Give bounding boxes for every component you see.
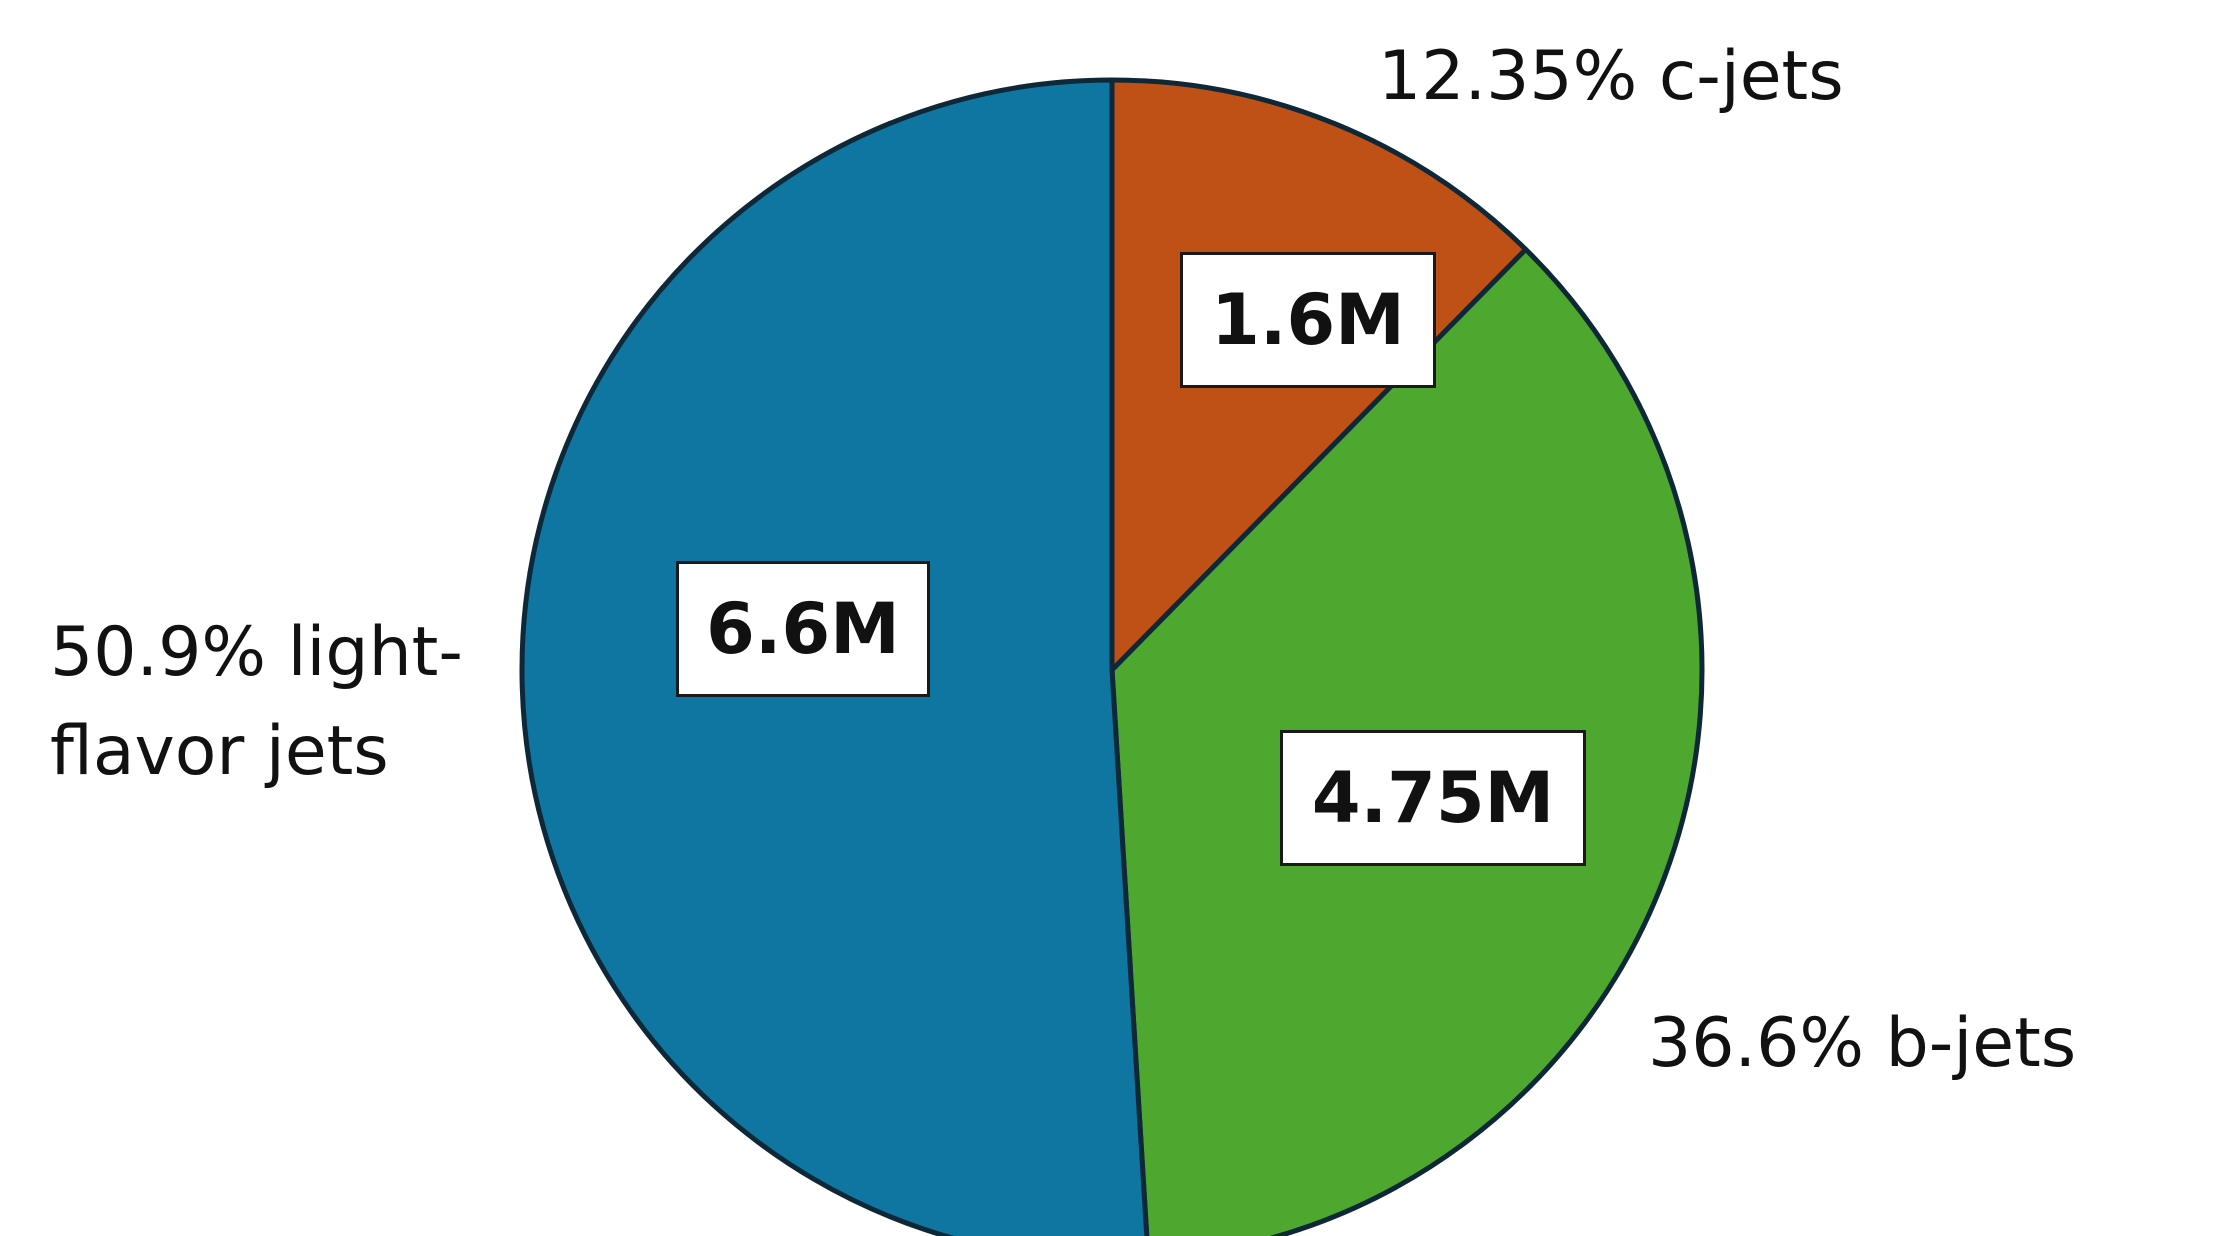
slice-label-light-flavor-jets: 50.9% light- flavor jets bbox=[50, 604, 463, 801]
value-box-b-jets: 4.75M bbox=[1280, 730, 1586, 866]
slice-label-light-flavor-line-2: flavor jets bbox=[50, 711, 389, 791]
value-box-light-flavor-jets: 6.6M bbox=[676, 561, 930, 697]
slice-label-light-flavor-line-1: 50.9% light- bbox=[50, 613, 463, 692]
value-box-c-jets: 1.6M bbox=[1180, 252, 1436, 388]
slice-label-b-jets: 36.6% b-jets bbox=[1648, 1004, 2077, 1083]
slice-label-c-jets: 12.35% c-jets bbox=[1378, 37, 1844, 116]
